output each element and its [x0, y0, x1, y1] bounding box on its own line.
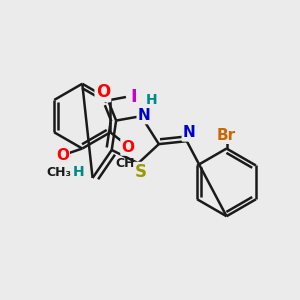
- Text: H: H: [73, 165, 84, 179]
- Text: O: O: [96, 83, 110, 101]
- Text: I: I: [130, 88, 137, 106]
- Text: Br: Br: [217, 128, 236, 143]
- Text: CH₃: CH₃: [47, 166, 72, 178]
- Text: CH₃: CH₃: [116, 157, 140, 170]
- Text: S: S: [135, 163, 147, 181]
- Text: N: N: [138, 108, 151, 123]
- Text: O: O: [56, 148, 69, 164]
- Text: H: H: [146, 93, 157, 107]
- Text: N: N: [183, 125, 196, 140]
- Text: O: O: [122, 140, 134, 154]
